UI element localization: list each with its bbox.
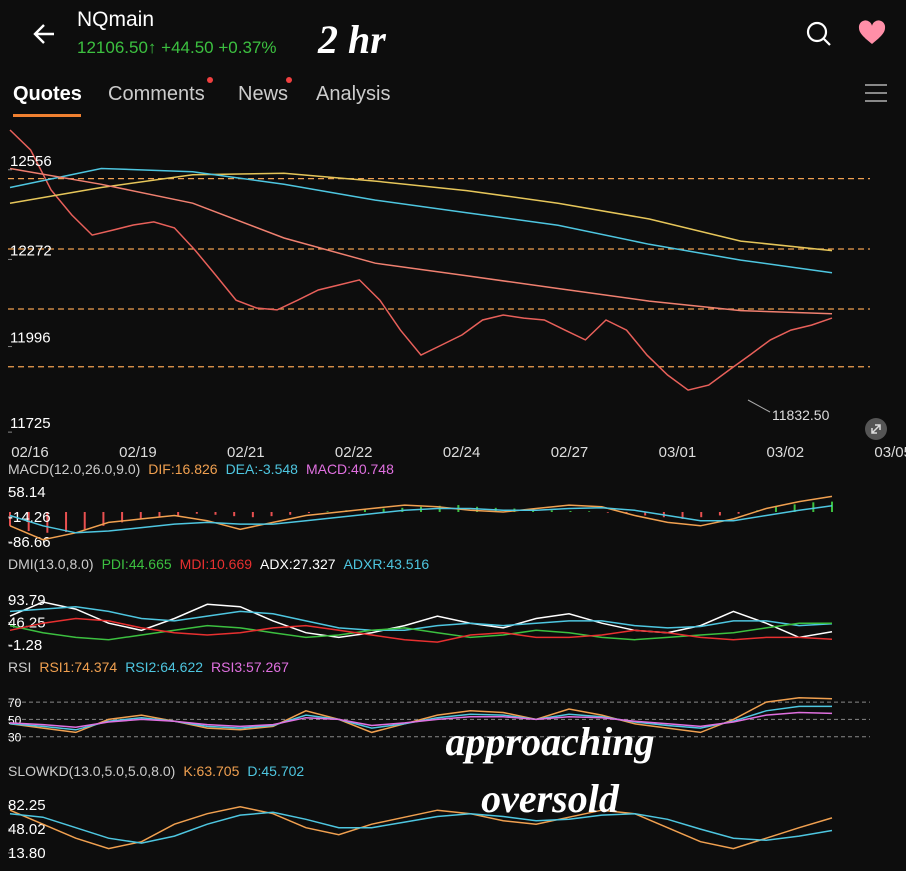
x-tick-label: 02/16 <box>11 444 49 461</box>
line <box>9 617 833 643</box>
y-tick-label: 70 <box>8 696 22 710</box>
tab[interactable]: News <box>238 83 289 105</box>
line <box>9 129 833 391</box>
overlay-text: approaching <box>445 719 655 764</box>
favorite-button[interactable] <box>858 20 886 46</box>
y-tick-label: 13.80 <box>8 845 46 862</box>
x-tick-label: 03/05 <box>874 444 906 461</box>
badge <box>207 77 213 83</box>
panel-title: RSI <box>8 659 31 675</box>
x-tick-label: 02/19 <box>119 444 157 461</box>
legend-item: ADXR:43.516 <box>344 556 430 572</box>
line <box>9 505 833 534</box>
y-tick-label: -14.26 <box>8 509 51 526</box>
symbol: NQmain <box>77 8 155 31</box>
panel-title: DMI(13.0,8.0) <box>8 556 94 572</box>
tab[interactable]: Analysis <box>316 83 391 105</box>
menu-button[interactable] <box>864 83 888 103</box>
line <box>9 172 833 252</box>
x-tick-label: 02/27 <box>551 444 589 461</box>
panel-title: MACD(12.0,26.0,9.0) <box>8 461 140 477</box>
legend-item: RSI1:74.374 <box>39 659 117 675</box>
line <box>9 697 833 734</box>
y-tick-label: 93.79 <box>8 592 46 609</box>
y-tick-label: -86.66 <box>8 534 51 551</box>
line <box>9 605 833 632</box>
y-tick-label: 12556 <box>10 153 52 170</box>
tab[interactable]: Comments <box>108 83 205 105</box>
note: 2 hr <box>318 17 386 62</box>
tab[interactable]: Quotes <box>13 83 82 105</box>
x-tick-label: 02/21 <box>227 444 265 461</box>
price: 12106.50 <box>77 38 148 57</box>
expand-button[interactable] <box>864 417 888 441</box>
legend-item: MACD:40.748 <box>306 461 394 477</box>
y-tick-label: -1.28 <box>8 637 42 654</box>
pointer <box>747 399 771 413</box>
legend-item: D:45.702 <box>247 763 304 779</box>
x-tick-label: 02/22 <box>335 444 373 461</box>
legend-item: RSI3:57.267 <box>211 659 289 675</box>
search-button[interactable] <box>805 20 833 48</box>
line <box>9 495 833 541</box>
x-tick-label: 02/24 <box>443 444 481 461</box>
line <box>9 811 833 844</box>
legend-item: MDI:10.669 <box>180 556 253 572</box>
legend-item: PDI:44.665 <box>102 556 172 572</box>
quote: 12106.50↑ +44.50 +0.37% <box>77 38 277 58</box>
line <box>9 711 833 728</box>
x-tick-label: 03/01 <box>659 444 697 461</box>
change-pct: +0.37% <box>218 38 277 57</box>
overlay-text: oversold <box>481 776 619 821</box>
legend-item: K:63.705 <box>183 763 239 779</box>
y-tick-label: 11725 <box>10 415 51 432</box>
line <box>9 167 833 315</box>
legend-item: RSI2:64.622 <box>125 659 203 675</box>
arrow: ↑ <box>147 38 157 57</box>
y-tick-label: 12272 <box>10 242 52 259</box>
panel-title: SLOWKD(13.0,5.0,5.0,8.0) <box>8 763 175 779</box>
x-tick-label: 03/02 <box>767 444 805 461</box>
line <box>9 622 832 641</box>
legend-item: ADX:27.327 <box>260 556 336 572</box>
y-tick-label: 48.02 <box>8 821 46 838</box>
y-tick-label: 82.25 <box>8 797 46 814</box>
legend-item: DIF:16.826 <box>148 461 217 477</box>
line <box>9 806 833 850</box>
tab-underline <box>13 114 81 117</box>
y-tick-label: 30 <box>8 731 22 745</box>
change: +44.50 <box>161 38 214 57</box>
line <box>9 167 833 274</box>
low-label: 11832.50 <box>772 407 830 423</box>
line <box>9 601 833 639</box>
badge <box>286 77 292 83</box>
y-tick-label: 11996 <box>10 330 51 347</box>
legend-item: DEA:-3.548 <box>226 461 299 477</box>
y-tick-label: 58.14 <box>8 484 46 501</box>
back-button[interactable] <box>30 20 58 48</box>
